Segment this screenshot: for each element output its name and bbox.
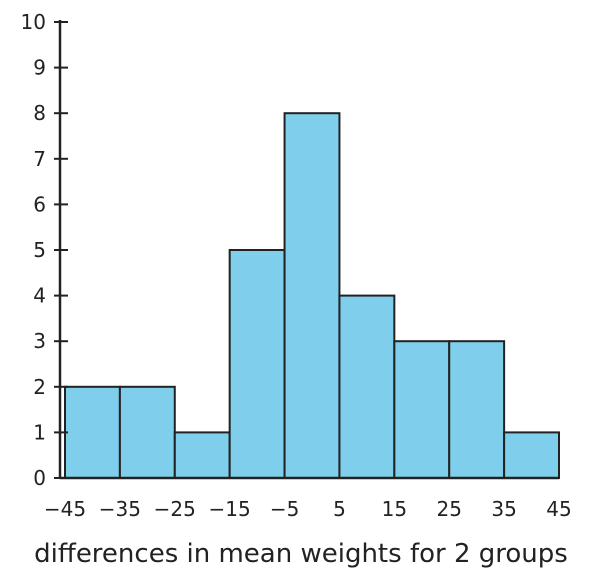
- x-tick-label: −15: [209, 497, 251, 521]
- y-tick-label: 9: [33, 56, 46, 80]
- y-tick-label: 8: [33, 101, 46, 125]
- histogram-bar: [393, 340, 451, 480]
- histogram-bar: [503, 431, 561, 479]
- x-tick-label: −25: [154, 497, 196, 521]
- histogram-bar: [173, 431, 231, 479]
- y-tick-label: 10: [21, 10, 46, 34]
- y-tick-label: 2: [33, 375, 46, 399]
- histogram-bar: [338, 294, 396, 479]
- histogram-bar: [448, 340, 506, 480]
- x-tick-label: −45: [44, 497, 86, 521]
- y-tick-label: 7: [33, 147, 46, 171]
- x-tick-label: 45: [546, 497, 571, 521]
- x-tick-label: 5: [333, 497, 346, 521]
- histogram-bar: [228, 249, 286, 479]
- y-tick-label: 5: [33, 238, 46, 262]
- y-axis-ticks: 0 1 2 3 4 5 6 7 8 9 10: [21, 10, 68, 490]
- histogram-bar: [64, 385, 121, 479]
- y-tick-label: 6: [33, 192, 46, 216]
- x-axis-title: differences in mean weights for 2 groups: [34, 539, 568, 569]
- histogram-bar: [118, 385, 176, 479]
- bars: [64, 112, 561, 480]
- y-tick-label: 1: [33, 420, 46, 444]
- x-tick-label: 35: [491, 497, 516, 521]
- x-tick-label: 15: [382, 497, 407, 521]
- x-tick-label: −35: [99, 497, 141, 521]
- histogram-bar: [283, 112, 341, 479]
- y-tick-label: 4: [33, 284, 46, 308]
- x-tick-label: 25: [436, 497, 461, 521]
- x-axis-ticks: −45 −35 −25 −15 −5 5 15 25 35 45: [44, 497, 572, 521]
- x-tick-label: −5: [270, 497, 299, 521]
- y-tick-label: 0: [33, 466, 46, 490]
- y-tick-label: 3: [33, 329, 46, 353]
